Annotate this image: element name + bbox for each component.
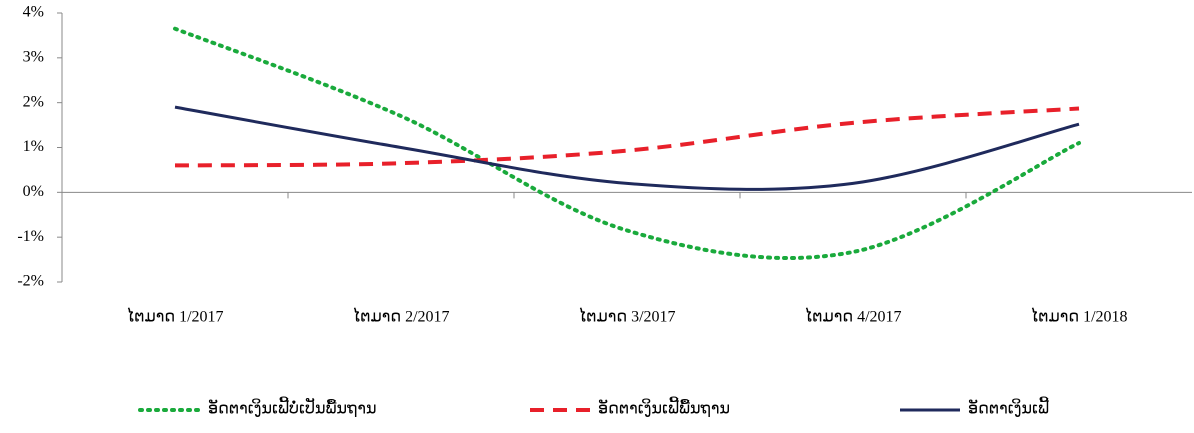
y-tick-label: 3% — [23, 49, 44, 66]
legend-label: ອັດຕາເງິນເຟີ້ພື້ນຖານ — [598, 396, 730, 418]
y-tick-label: -2% — [17, 273, 44, 290]
x-tick-label: ໄຕມາດ 3/2017 — [578, 307, 675, 326]
legend-label: ອັດຕາເງິນເຟີ້ບໍ່ເປັນພື້ນຖານ — [208, 396, 377, 418]
series-line — [173, 26, 1081, 260]
series-line — [174, 105, 1080, 191]
y-tick-label: 2% — [23, 93, 44, 110]
y-tick-label: 0% — [23, 183, 44, 200]
y-tick-label: 1% — [23, 138, 44, 155]
x-tick-label: ໄຕມາດ 1/2017 — [126, 307, 223, 326]
x-tick-label: ໄຕມາດ 1/2018 — [1030, 307, 1127, 326]
x-tick-label: ໄຕມາດ 4/2017 — [804, 307, 901, 326]
y-tick-label: 4% — [23, 4, 44, 21]
y-tick-label: -1% — [17, 228, 44, 245]
legend-label: ອັດຕາເງິນເຟີ້ — [968, 396, 1049, 418]
series-line — [174, 106, 1080, 168]
x-tick-label: ໄຕມາດ 2/2017 — [352, 307, 449, 326]
